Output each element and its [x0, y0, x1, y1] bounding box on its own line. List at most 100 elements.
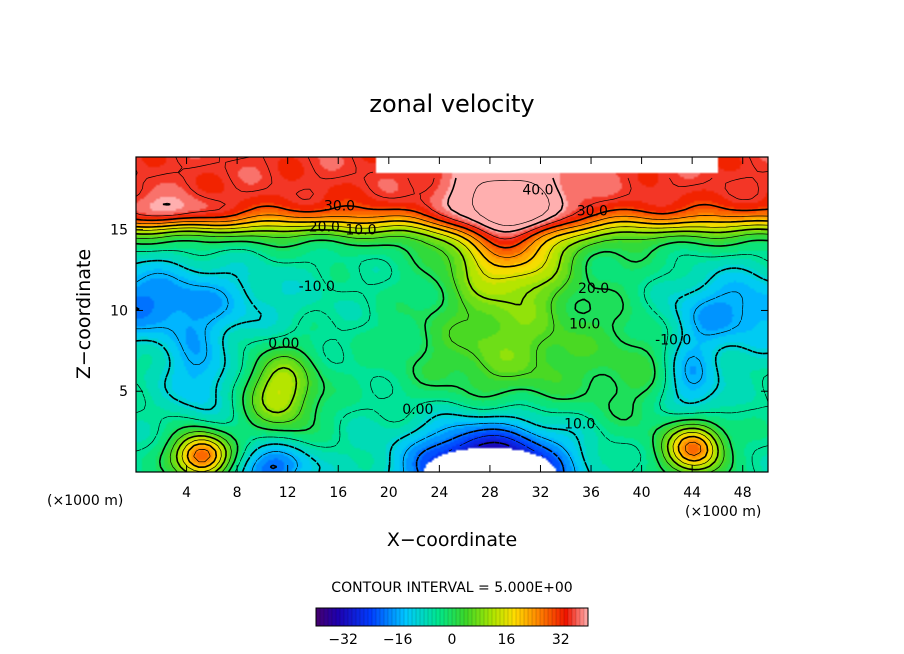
- colorbar-cell: [512, 608, 517, 626]
- x-tick-label: 24: [430, 485, 448, 501]
- x-tick-label: 12: [279, 485, 297, 501]
- x-tick-label: 36: [582, 485, 600, 501]
- x-tick-label: 32: [532, 485, 550, 501]
- colorbar-cell: [572, 608, 577, 626]
- colorbar-cell: [348, 608, 353, 626]
- contour-line: [136, 233, 768, 472]
- contour-line: [448, 435, 543, 457]
- colorbar-cell: [500, 608, 505, 626]
- colorbar-cells: [315, 608, 589, 626]
- contour-line: [136, 219, 768, 468]
- colorbar-cell: [456, 608, 461, 626]
- colorbar-cell: [464, 608, 469, 626]
- colorbar-cell: [400, 608, 405, 626]
- colorbar-cell: [380, 608, 385, 626]
- colorbar-cell: [440, 608, 445, 626]
- colorbar-cell: [460, 608, 465, 626]
- x-axis-label: X−coordinate: [387, 529, 517, 551]
- colorbar-cell: [364, 608, 369, 626]
- colorbar-cell: [396, 608, 401, 626]
- contour-line: [136, 306, 565, 472]
- contour-line: [162, 177, 564, 233]
- colorbar-cell: [484, 608, 489, 626]
- contour-line: [136, 228, 768, 472]
- colorbar-cell: [392, 608, 397, 626]
- colorbar-cell: [584, 608, 589, 626]
- x-tick-label: 16: [329, 485, 347, 501]
- colorbar-cell: [424, 608, 429, 626]
- colorbar-tick-label: −32: [328, 632, 358, 648]
- velocity-field: [136, 157, 768, 472]
- contour-line: [136, 157, 768, 240]
- contour-interval-text: CONTOUR INTERVAL = 5.000E+00: [331, 580, 572, 596]
- plot-frame: [135, 156, 769, 473]
- x-tick-label: 8: [233, 485, 242, 501]
- colorbar-cell: [560, 608, 565, 626]
- colorbar-tick-label: −16: [383, 632, 413, 648]
- contour-line: [136, 239, 768, 472]
- colorbar-cell: [504, 608, 509, 626]
- colorbar-tick-label: 16: [497, 632, 515, 648]
- colorbar-cell: [492, 608, 497, 626]
- colorbar-cell: [540, 608, 545, 626]
- colorbar-cell: [496, 608, 501, 626]
- colorbar-cell: [568, 608, 573, 626]
- colorbar-cell: [320, 608, 325, 626]
- x-axis-ticks: 4 8 12 16 20 24 28 32 36 40 44 48: [182, 157, 752, 501]
- x-tick-label: 20: [380, 485, 398, 501]
- colorbar-cell: [452, 608, 457, 626]
- colorbar-cell: [432, 608, 437, 626]
- colorbar: −32 −16 0 16 32: [315, 607, 589, 648]
- colorbar-cell: [344, 608, 349, 626]
- colorbar-cell: [376, 608, 381, 626]
- contour-label: -10.0: [655, 333, 691, 349]
- colorbar-cell: [340, 608, 345, 626]
- contour-line: [472, 179, 550, 226]
- colorbar-cell: [420, 608, 425, 626]
- colorbar-cell: [480, 608, 485, 626]
- colorbar-cell: [520, 608, 525, 626]
- colorbar-cell: [372, 608, 377, 626]
- x-tick-label: 40: [633, 485, 651, 501]
- colorbar-cell: [384, 608, 389, 626]
- colorbar-cell: [516, 608, 521, 626]
- colorbar-cell: [552, 608, 557, 626]
- colorbar-cell: [336, 608, 341, 626]
- colorbar-cell: [328, 608, 333, 626]
- colorbar-cell: [532, 608, 537, 626]
- colorbar-cell: [428, 608, 433, 626]
- colorbar-cell: [468, 608, 473, 626]
- colorbar-cell: [416, 608, 421, 626]
- contour-line: [136, 214, 768, 463]
- contour-line: [477, 441, 510, 447]
- x-axis-unit: (×1000 m): [685, 504, 761, 520]
- colorbar-cell: [360, 608, 365, 626]
- colorbar-cell: [536, 608, 541, 626]
- contour-labels: 40.0 30.0 30.0 20.0 10.0 20.0 10.0 -10.0 -10.0 0.…: [268, 182, 691, 432]
- colorbar-cell: [488, 608, 493, 626]
- colorbar-cell: [548, 608, 553, 626]
- colorbar-cell: [544, 608, 549, 626]
- contour-label: 20.0: [578, 281, 609, 297]
- y-axis-label: Z−coordinate: [73, 249, 95, 379]
- contour-label: 10.0: [345, 223, 376, 239]
- y-tick-label: 10: [110, 303, 128, 319]
- y-axis-ticks: 5 10 15: [110, 223, 768, 400]
- contour-line: [136, 259, 768, 472]
- x-tick-label: 28: [481, 485, 499, 501]
- colorbar-cell: [580, 608, 585, 626]
- contour-label: 40.0: [522, 182, 553, 198]
- colorbar-cell: [556, 608, 561, 626]
- colorbar-cell: [316, 608, 321, 626]
- contour-label: 10.0: [564, 417, 595, 433]
- colorbar-cell: [524, 608, 529, 626]
- colorbar-cell: [408, 608, 413, 626]
- contour-lines: [136, 157, 768, 472]
- plot-area: 40.0 30.0 30.0 20.0 10.0 20.0 10.0 -10.0 -10.0 0.…: [135, 156, 769, 473]
- contour-line: [136, 224, 768, 472]
- chart-title: zonal velocity: [369, 90, 534, 118]
- x-tick-label: 48: [734, 485, 752, 501]
- x-tick-label: 44: [683, 485, 701, 501]
- contour-label: 20.0: [309, 219, 340, 235]
- y-tick-label: 15: [110, 223, 128, 239]
